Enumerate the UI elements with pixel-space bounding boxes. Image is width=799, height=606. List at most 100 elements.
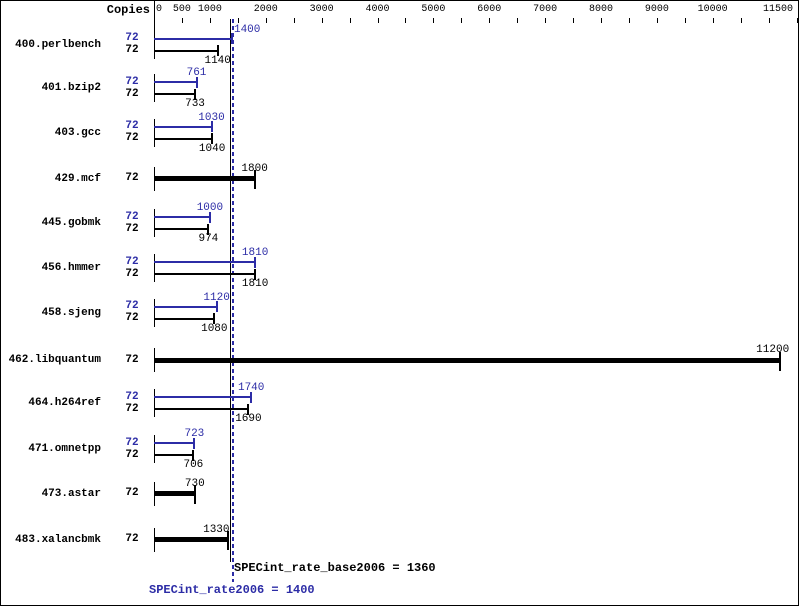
bar-end-tick bbox=[253, 170, 256, 189]
peak-bar bbox=[154, 305, 217, 308]
axis-tick-label: 7000 bbox=[533, 4, 558, 15]
benchmark-label: 473.astar bbox=[41, 487, 101, 500]
axis-tick bbox=[573, 18, 574, 23]
group-axis-segment bbox=[154, 435, 155, 463]
axis-tick-label: 2000 bbox=[253, 4, 278, 15]
base-bar bbox=[154, 454, 194, 456]
single-bar bbox=[154, 176, 255, 181]
copies-value: 72 bbox=[125, 448, 139, 461]
base-bar bbox=[154, 273, 256, 275]
axis-tick bbox=[684, 18, 686, 23]
bar-value-label: 974 bbox=[198, 233, 219, 245]
copies-value: 72 bbox=[125, 390, 139, 403]
base-bar bbox=[154, 228, 209, 230]
benchmark-label: 483.xalancbmk bbox=[15, 533, 101, 546]
axis-tick bbox=[181, 18, 183, 23]
single-bar bbox=[154, 491, 195, 496]
bar-end-tick bbox=[195, 76, 198, 88]
axis-tick bbox=[712, 18, 714, 23]
copies-value: 72 bbox=[125, 87, 139, 100]
bar-value-label: 1330 bbox=[203, 523, 230, 536]
bar-end-tick bbox=[250, 391, 253, 403]
axis-tick-label: 10000 bbox=[697, 4, 728, 15]
bar-value-label: 1810 bbox=[241, 278, 269, 290]
axis-tick bbox=[740, 18, 742, 23]
benchmark-label: 401.bzip2 bbox=[41, 82, 101, 94]
axis-tick bbox=[601, 18, 602, 23]
bar-value-label: 706 bbox=[183, 459, 204, 471]
axis-tick bbox=[768, 18, 770, 23]
axis-tick bbox=[461, 18, 463, 23]
axis-tick bbox=[628, 18, 630, 23]
axis-tick-label: 11500 bbox=[762, 4, 793, 15]
copies-value: 72 bbox=[125, 533, 139, 545]
copies-value: 72 bbox=[125, 222, 139, 235]
bar-end-tick bbox=[254, 268, 257, 280]
copies-value: 72 bbox=[125, 267, 139, 280]
base-bar bbox=[154, 408, 249, 410]
axis-tick-label: 6000 bbox=[477, 4, 502, 15]
peak-bar bbox=[154, 442, 195, 444]
peak-bar bbox=[154, 125, 212, 128]
copies-value: 72 bbox=[125, 487, 139, 499]
benchmark-label: 464.h264ref bbox=[28, 397, 101, 409]
benchmark-label: 400.perlbench bbox=[15, 38, 101, 51]
benchmark-label: 458.sjeng bbox=[41, 306, 101, 319]
axis-tick-label: 1000 bbox=[197, 4, 222, 15]
axis-origin-line bbox=[154, 1, 155, 31]
bar-value-label: 1030 bbox=[198, 111, 225, 124]
bar-value-label: 730 bbox=[184, 477, 205, 490]
group-axis-segment bbox=[154, 254, 155, 282]
axis-tick bbox=[209, 18, 211, 23]
axis-tick bbox=[237, 18, 239, 23]
base-bar bbox=[154, 317, 215, 320]
axis-tick bbox=[545, 18, 547, 23]
benchmark-label: 429.mcf bbox=[54, 172, 101, 185]
bar-end-tick bbox=[247, 403, 250, 415]
bar-end-tick bbox=[208, 211, 211, 223]
bar-end-tick bbox=[231, 33, 234, 44]
benchmark-label: 471.omnetpp bbox=[28, 443, 101, 455]
bar-value-label: 1080 bbox=[201, 322, 228, 335]
benchmark-label: 462.libquantum bbox=[8, 354, 101, 366]
group-axis-segment bbox=[154, 209, 155, 237]
bar-end-tick bbox=[194, 88, 196, 100]
axis-tick-label: 8000 bbox=[588, 4, 613, 15]
axis-tick bbox=[433, 18, 435, 23]
axis-tick-label: 500 bbox=[172, 4, 191, 15]
bar-value-label: 1800 bbox=[241, 162, 268, 175]
copies-column-header: Copies bbox=[106, 3, 150, 17]
base-bar bbox=[154, 49, 218, 52]
bar-value-label: 1120 bbox=[203, 291, 230, 304]
copies-value: 72 bbox=[125, 255, 139, 268]
copies-value: 72 bbox=[125, 300, 139, 312]
benchmark-label: 403.gcc bbox=[54, 126, 101, 139]
base-reference-line bbox=[229, 19, 231, 562]
bar-end-tick bbox=[778, 351, 781, 371]
bar-value-label: 11200 bbox=[756, 344, 790, 356]
copies-value: 72 bbox=[125, 312, 139, 324]
peak-reference-line bbox=[231, 19, 234, 582]
bar-value-label: 1740 bbox=[237, 382, 265, 394]
copies-value: 72 bbox=[125, 75, 139, 88]
axis-tick bbox=[377, 18, 379, 23]
axis-tick-label: 5000 bbox=[421, 4, 446, 15]
bar-value-label: 733 bbox=[185, 98, 205, 110]
axis-tick-label: 3000 bbox=[309, 4, 334, 15]
peak-bar bbox=[154, 37, 233, 40]
benchmark-label: 445.gobmk bbox=[41, 217, 101, 229]
axis-tick bbox=[517, 18, 519, 23]
bar-value-label: 761 bbox=[186, 67, 207, 79]
group-axis-segment bbox=[154, 29, 155, 59]
bar-end-tick bbox=[215, 301, 218, 312]
bar-end-tick bbox=[210, 121, 213, 132]
axis-tick bbox=[489, 18, 491, 23]
copies-value: 72 bbox=[125, 436, 139, 449]
axis-tick bbox=[796, 18, 798, 23]
peak-summary-label: SPECint_rate2006 = 1400 bbox=[149, 583, 315, 597]
axis-tick bbox=[265, 18, 267, 23]
bar-end-tick bbox=[192, 449, 195, 461]
peak-bar bbox=[154, 81, 197, 83]
benchmark-label: 456.hmmer bbox=[41, 262, 101, 274]
axis-tick-label: 9000 bbox=[644, 4, 669, 15]
